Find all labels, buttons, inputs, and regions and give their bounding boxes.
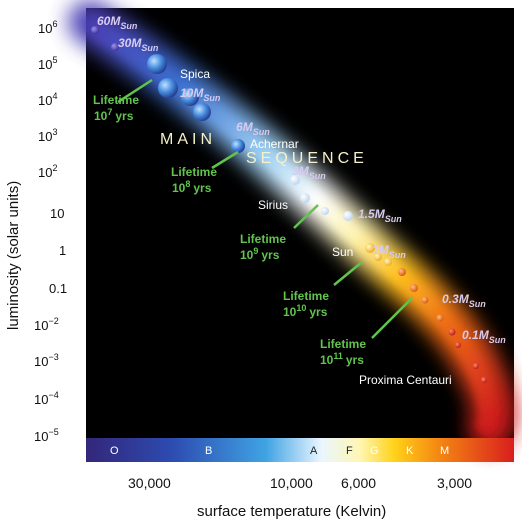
x-axis-ticks: 30,000 10,000 6,000 3,000 (128, 475, 472, 491)
star-sirius (300, 193, 310, 203)
class-a: A (310, 445, 318, 457)
lifetime-leader-1 (117, 78, 153, 104)
star-red-c (473, 363, 479, 369)
spectral-class-labels: O B A F G K M (110, 445, 449, 457)
lifetime-callouts: Lifetime 107 yrs Lifetime 108 yrs Lifetime… (93, 78, 413, 367)
x-tick-3000: 3,000 (437, 475, 472, 491)
star-name-sun: Sun (332, 245, 353, 259)
lifetime-leader-5 (371, 297, 413, 339)
mass-label-3: 3MSun (292, 164, 326, 181)
star-orange-c (421, 296, 429, 304)
x-tick-10000: 10,000 (270, 475, 313, 491)
lifetime-4-line1: Lifetime (283, 289, 329, 303)
y-tick-1: 1 (59, 243, 66, 258)
mass-label-60: 60MSun (97, 14, 138, 31)
star-3msun (290, 175, 300, 185)
y-tick-1e6: 106 (38, 19, 57, 36)
mass-label-1: 1MSun (372, 243, 406, 260)
star-red-b (455, 342, 461, 348)
lifetime-1-line2: 107 yrs (94, 107, 134, 123)
y-tick-1e-4: 10−4 (34, 390, 59, 407)
mass-label-10: 10MSun (180, 86, 221, 103)
star-orange-d (436, 314, 444, 322)
star-orange-b (410, 284, 418, 292)
star-red-a (448, 328, 456, 336)
star-1-5msun (343, 211, 353, 221)
star-orange-a (398, 268, 406, 276)
lifetime-3-line2: 109 yrs (240, 246, 280, 262)
main-sequence-word2: SEQUENCE (246, 150, 368, 167)
star-yellow-b (384, 258, 392, 266)
star-blue-b (193, 103, 211, 121)
star-yellow-a (374, 253, 382, 261)
mass-label-0-3: 0.3MSun (442, 292, 486, 309)
star-white-a (321, 207, 329, 215)
star-60msun (91, 26, 99, 34)
y-tick-1e5: 105 (38, 55, 57, 72)
lifetime-5-line1: Lifetime (320, 337, 366, 351)
main-sequence-word1: MAIN (160, 131, 216, 148)
lifetime-2-line2: 108 yrs (172, 179, 212, 195)
y-tick-0-1: 0.1 (49, 281, 67, 296)
lifetime-5-line2: 1011 yrs (320, 351, 364, 367)
star-name-proxima: Proxima Centauri (359, 373, 452, 387)
star-spica (147, 54, 167, 74)
y-tick-1e-2: 10−2 (34, 316, 59, 333)
lifetime-3-line1: Lifetime (240, 232, 286, 246)
y-tick-1e-3: 10−3 (34, 352, 59, 369)
class-b: B (205, 445, 212, 457)
star-name-spica: Spica (180, 67, 210, 81)
class-m: M (440, 445, 449, 457)
class-o: O (110, 445, 119, 457)
star-30msun (111, 43, 119, 51)
mass-label-30: 30MSun (118, 36, 159, 53)
stars (91, 26, 487, 383)
lifetime-1-line1: Lifetime (93, 93, 139, 107)
mass-labels: 60MSun 30MSun 10MSun 6MSun 3MSun 1.5MSun… (97, 14, 506, 345)
y-tick-1e-5: 10−5 (34, 427, 59, 444)
star-achernar (231, 139, 245, 153)
lifetime-leader-4 (333, 261, 363, 286)
y-axis-title: luminosity (solar units) (5, 181, 22, 330)
mass-label-6: 6MSun (236, 120, 270, 137)
star-sun (365, 243, 375, 253)
lifetime-leader-2 (211, 150, 239, 170)
spectral-class-bar (86, 438, 514, 462)
mass-label-1-5: 1.5MSun (358, 207, 402, 224)
star-10msun (181, 88, 199, 106)
y-tick-1e3: 103 (38, 127, 57, 144)
y-tick-1e4: 104 (38, 91, 57, 108)
mass-label-0-1: 0.1MSun (462, 328, 506, 345)
y-axis-ticks: 106 105 104 103 102 10 1 0.1 10−2 10−3 1… (34, 19, 67, 444)
class-g: G (370, 445, 379, 457)
lifetime-leader-3 (293, 204, 319, 229)
star-blue-a (158, 78, 178, 98)
y-tick-10: 10 (50, 206, 64, 221)
y-tick-1e2: 102 (38, 163, 57, 180)
x-axis-title: surface temperature (Kelvin) (197, 503, 386, 520)
class-k: K (406, 445, 414, 457)
lifetime-2-line1: Lifetime (171, 165, 217, 179)
star-name-sirius: Sirius (258, 198, 288, 212)
x-tick-6000: 6,000 (341, 475, 376, 491)
x-tick-30000: 30,000 (128, 475, 171, 491)
class-f: F (346, 445, 353, 457)
star-name-achernar: Achernar (250, 137, 299, 151)
lifetime-4-line2: 1010 yrs (283, 303, 328, 319)
star-proxima (481, 377, 487, 383)
